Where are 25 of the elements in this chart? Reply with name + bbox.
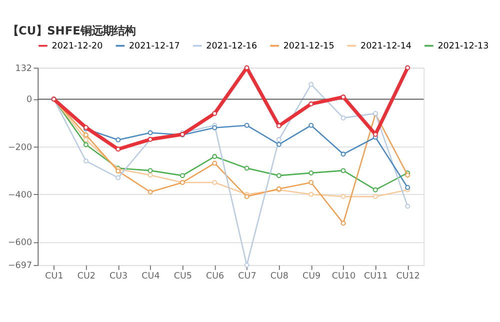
- legend-label: 2021-12-16: [206, 41, 258, 52]
- x-tick-label: CU8: [270, 272, 288, 282]
- x-tick-label: CU1: [45, 272, 64, 282]
- x-tick-label: CU11: [364, 272, 388, 282]
- y-tick-label: −697: [8, 261, 32, 272]
- x-tick-label: CU3: [110, 272, 128, 282]
- y-tick-label: 0: [26, 95, 32, 106]
- x-tick-label: CU7: [238, 272, 256, 282]
- legend-label: 2021-12-15: [283, 41, 334, 52]
- x-tick-label: CU4: [142, 272, 160, 282]
- y-tick-label: −600: [8, 238, 32, 248]
- x-tick-label: CU6: [206, 272, 225, 282]
- legend-label: 2021-12-14: [360, 41, 412, 52]
- x-tick-label: CU12: [396, 272, 420, 282]
- x-tick-label: CU9: [302, 272, 321, 282]
- legend-label: 2021-12-17: [128, 41, 180, 52]
- legend-label: 2021-12-13: [438, 41, 489, 52]
- y-tick-label: −200: [8, 142, 32, 153]
- legend-label: 2021-12-20: [52, 41, 103, 52]
- y-tick-label: −400: [8, 190, 32, 200]
- y-tick-label: 132: [15, 64, 32, 74]
- chart-title: 【CU】SHFE铜远期结构: [7, 23, 136, 38]
- x-tick-label: CU5: [174, 272, 192, 282]
- x-tick-label: CU2: [77, 272, 96, 282]
- x-tick-label: CU10: [332, 272, 356, 282]
